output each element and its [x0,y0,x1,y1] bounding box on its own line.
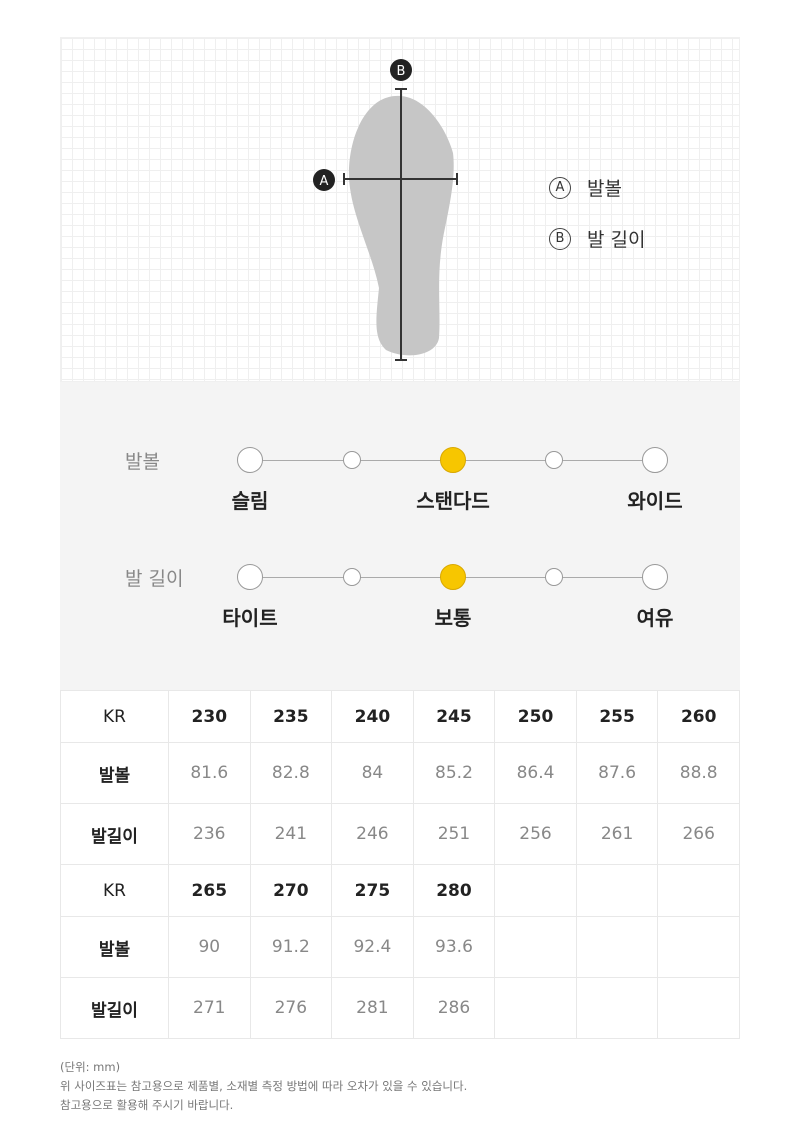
value-cell: 286 [412,977,496,1039]
fit-level-3 [545,451,563,469]
table-row: 발볼 81.6 82.8 84 85.2 86.4 87.6 88.8 [60,742,740,804]
value-cell: 266 [657,803,740,865]
size-cell [494,864,577,917]
table-row: 발길이 236 241 246 251 256 261 266 [60,803,740,865]
value-cell: 271 [168,977,251,1039]
size-cell: 240 [331,690,414,743]
size-cell: 230 [168,690,251,743]
size-cell: 245 [412,690,496,743]
fit-level-4 [642,447,668,473]
table-header: KR [60,864,169,917]
size-cell: 265 [168,864,251,917]
fit-option: 보통 [434,606,472,630]
value-cell: 82.8 [249,742,333,804]
size-cell: 280 [412,864,496,917]
value-cell [575,916,659,978]
fit-level-2 [440,564,466,590]
value-cell: 241 [249,803,333,865]
fit-level-3 [545,568,563,586]
fit-row-label: 발볼 [125,451,160,473]
row-label: 발길이 [60,803,169,865]
value-cell [657,977,740,1039]
fit-option: 스탠다드 [416,489,490,513]
table-row: KR 230 235 240 245 250 255 260 [60,690,740,743]
size-cell [575,864,659,917]
foot-diagram: B A A 발볼 B 발 길이 [60,37,740,382]
row-label: 발길이 [60,977,169,1039]
fit-level-1 [343,451,361,469]
value-cell: 85.2 [412,742,496,804]
value-cell: 256 [494,803,577,865]
reference-note: 참고용으로 활용해 주시기 바랍니다. [60,1098,234,1112]
value-cell: 84 [331,742,414,804]
legend-label: 발볼 [587,178,622,200]
marker-a: A [320,174,329,189]
value-cell: 281 [331,977,414,1039]
value-cell: 251 [412,803,496,865]
size-cell: 250 [494,690,577,743]
size-cell: 270 [249,864,333,917]
fit-level-4 [642,564,668,590]
value-cell: 92.4 [331,916,414,978]
value-cell: 261 [575,803,659,865]
unit-note: (단위: mm) [60,1060,121,1074]
fit-level-2 [440,447,466,473]
size-cell: 255 [575,690,659,743]
marker-b: B [397,64,406,79]
value-cell [575,977,659,1039]
table-row: 발길이 271 276 281 286 [60,977,740,1039]
table-row: 발볼 90 91.2 92.4 93.6 [60,916,740,978]
size-cell: 260 [657,690,740,743]
size-cell: 275 [331,864,414,917]
fit-option: 와이드 [627,489,683,513]
disclaimer-note: 위 사이즈표는 참고용으로 제품별, 소재별 측정 방법에 따라 오차가 있을 … [60,1079,468,1093]
value-cell: 87.6 [575,742,659,804]
size-cell: 235 [249,690,333,743]
legend-item-a: A 발볼 [549,174,622,201]
notes: (단위: mm) 위 사이즈표는 참고용으로 제품별, 소재별 측정 방법에 따… [60,1058,467,1115]
fit-option: 슬림 [231,489,269,513]
value-cell: 246 [331,803,414,865]
legend-item-b: B 발 길이 [549,225,645,252]
row-label: 발볼 [60,742,169,804]
value-cell: 91.2 [249,916,333,978]
value-cell [657,916,740,978]
legend-label: 발 길이 [587,229,646,251]
fit-option: 여유 [636,606,674,630]
row-label: 발볼 [60,916,169,978]
value-cell: 88.8 [657,742,740,804]
legend-mark: A [549,176,571,199]
value-cell: 236 [168,803,251,865]
value-cell: 86.4 [494,742,577,804]
fit-level-0 [237,447,263,473]
foot-illustration: B A [313,59,458,361]
table-header: KR [60,690,169,743]
size-cell [657,864,740,917]
fit-row-label: 발 길이 [125,568,184,590]
fit-level-1 [343,568,361,586]
size-table: KR 230 235 240 245 250 255 260 발볼 81.6 82.8 84 85.2 8… [60,690,740,1039]
fit-option: 타이트 [222,606,278,630]
table-row: KR 265 270 275 280 [60,864,740,917]
value-cell: 93.6 [412,916,496,978]
fit-level-0 [237,564,263,590]
value-cell: 90 [168,916,251,978]
value-cell: 276 [249,977,333,1039]
value-cell: 81.6 [168,742,251,804]
legend-mark: B [549,227,571,250]
value-cell [494,977,577,1039]
value-cell [494,916,577,978]
